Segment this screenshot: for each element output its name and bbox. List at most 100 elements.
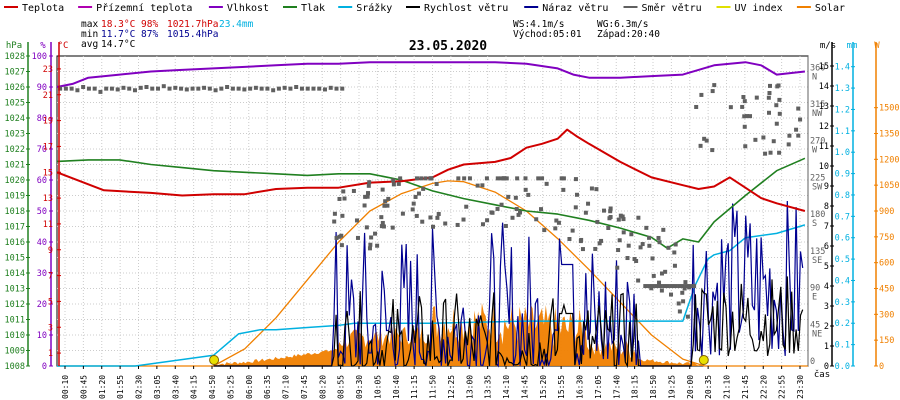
x-tick-label: 06:00 (245, 375, 254, 399)
wind-direction-point (398, 176, 403, 181)
wind-direction-point (464, 204, 469, 209)
wind-direction-point (774, 103, 779, 108)
wind-direction-point (184, 87, 189, 92)
wind-direction-point (132, 88, 137, 93)
wind-direction-point (748, 114, 753, 119)
humidity-axis-tick-label: 100 (32, 52, 47, 62)
x-tick-label: 16:30 (576, 375, 585, 399)
x-tick-label: 11:15 (410, 375, 419, 399)
legend-label: Náraz větru (542, 2, 608, 14)
legend-label: Tlak (301, 3, 325, 14)
pressure-axis-tick-label: 1010 (5, 331, 25, 341)
wind-direction-point (649, 286, 654, 291)
wind-direction-point (156, 86, 161, 91)
x-tick-label: 21:10 (723, 375, 732, 399)
wind-direction-point (489, 210, 494, 215)
wind-direction-point (253, 85, 258, 90)
pressure-axis-tick-label: 1021 (5, 161, 25, 171)
direction-tick-compass: SE (812, 256, 822, 266)
stat-ws: WS:4.1m/s (513, 19, 564, 30)
wind-direction-point (574, 192, 579, 197)
solar-axis-tick-label: 150 (879, 336, 894, 346)
pressure-axis-tick-label: 1019 (5, 192, 25, 202)
wind-direction-point (414, 213, 419, 218)
wind-direction-point (355, 235, 360, 240)
wind-direction-point (502, 176, 507, 181)
humidity-axis-tick-label: 40 (37, 238, 47, 248)
wind-direction-point (742, 114, 747, 119)
wind-direction-point (659, 271, 664, 276)
solar-axis-tick-label: 0 (879, 362, 884, 372)
wind-direction-point (659, 288, 664, 293)
wind-direction-point (542, 228, 547, 233)
wind-direction-point (699, 92, 704, 97)
wind-direction-point (503, 223, 508, 228)
wind-direction-point (539, 207, 544, 212)
wind-axis-tick-label: 8 (824, 202, 829, 212)
wind-axis-tick-label: 10 (819, 162, 829, 172)
stat-sunset: Západ:20:40 (597, 29, 660, 40)
wind-direction-point (428, 215, 433, 220)
wind-direction-point (626, 243, 631, 248)
wind-direction-point (121, 85, 126, 90)
wind-direction-point (513, 195, 518, 200)
wind-direction-point (573, 177, 578, 182)
x-tick-label: 15:55 (557, 375, 566, 399)
stat-max-press: 1021.7hPa (167, 19, 218, 30)
wind-direction-point (248, 86, 253, 91)
x-tick-label: 10:05 (373, 375, 382, 399)
rain-axis-tick-label: 1.3 (835, 84, 850, 94)
wind-direction-point (650, 284, 655, 289)
x-tick-label: 18:50 (649, 375, 658, 399)
wind-axis-tick-label: 7 (824, 222, 829, 232)
wind-direction-point (98, 89, 103, 94)
wind-direction-point (796, 106, 801, 111)
x-tick-label: 03:40 (171, 375, 180, 399)
temperature-axis-tick-label: 19 (43, 117, 53, 127)
wind-direction-point (242, 87, 247, 92)
rain-axis-tick-label: 0.0 (835, 362, 850, 372)
wind-direction-point (621, 230, 626, 235)
wind-direction-point (615, 265, 620, 270)
wind-direction-point (523, 187, 528, 192)
wind-direction-point (443, 221, 448, 226)
wind-direction-point (744, 114, 749, 119)
rain-axis-tick-label: 0.6 (835, 234, 850, 244)
wind-direction-point (616, 248, 621, 253)
humidity-line (56, 61, 806, 88)
wind-direction-point (544, 181, 549, 186)
rain-axis-tick-label: 0.8 (835, 191, 850, 201)
stat-avg-temp: 14.7°C (101, 39, 135, 50)
stat-min-hum: 87% (141, 29, 158, 40)
wind-direction-point (375, 243, 380, 248)
wind-direction-point (638, 245, 643, 250)
wind-direction-point (742, 124, 747, 129)
wind-direction-point (219, 86, 224, 91)
solar-line (57, 180, 808, 367)
pressure-axis-tick-label: 1018 (5, 207, 25, 217)
wind-direction-point (430, 224, 435, 229)
x-tick-label: 20:35 (704, 375, 713, 399)
wind-axis-tick-label: 4 (824, 282, 829, 292)
humidity-axis-tick-label: 80 (37, 114, 47, 124)
wind-direction-point (774, 121, 779, 126)
wind-direction-point (75, 88, 80, 93)
wind-direction-point (391, 178, 396, 183)
wind-direction-point (339, 243, 344, 248)
x-tick-label: 17:05 (594, 375, 603, 399)
solar-axis-tick-label: 450 (879, 285, 894, 295)
humidity-axis-unit: % (40, 41, 46, 51)
wind-direction-point (380, 187, 385, 192)
wind-direction-point (580, 247, 585, 252)
wind-direction-point (586, 201, 591, 206)
humidity-axis-tick-label: 50 (37, 207, 47, 217)
solar-axis-unit: W (874, 41, 880, 51)
humidity-axis-tick-label: 20 (37, 300, 47, 310)
temperature-axis-tick-label: 13 (43, 194, 53, 204)
wind-direction-point (86, 86, 91, 91)
wind-direction-point (58, 86, 63, 91)
wind-direction-point (692, 284, 697, 289)
wind-direction-point (510, 215, 515, 220)
wind-direction-point (386, 196, 391, 201)
